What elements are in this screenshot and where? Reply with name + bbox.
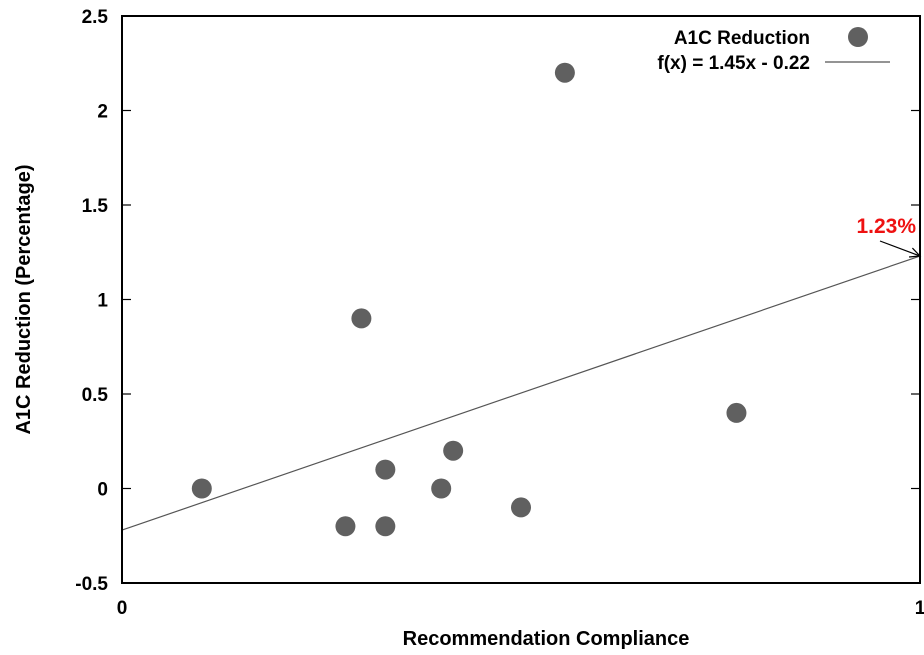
legend-fit-label: f(x) = 1.45x - 0.22 [657,53,810,74]
y-tick-label: 1.5 [82,196,109,217]
data-point [511,497,531,518]
y-tick-label: 2.5 [82,7,109,28]
annotation: 1.23% [856,215,922,258]
annotation-label: 1.23% [856,215,916,238]
points-layer [191,62,747,537]
x-tick-label: 1 [915,598,924,619]
legend-series-marker [848,27,868,47]
data-point [375,459,396,480]
legend-series-label: A1C Reduction [674,28,810,49]
y-tick-label: 0 [97,480,108,501]
legend: A1C Reduction f(x) = 1.45x - 0.22 [657,27,890,74]
plot-frame [121,15,921,584]
y-axis-label: A1C Reduction (Percentage) [13,164,35,434]
data-point [431,478,452,499]
annotation-arrow [879,240,922,258]
data-point [443,440,464,461]
data-point [375,516,396,537]
y-tick-label: -0.5 [75,574,108,595]
data-point [191,478,212,499]
x-axis-label: Recommendation Compliance [403,628,690,650]
y-tick-label: 2 [97,102,108,123]
y-tick-label: 0.5 [82,385,109,406]
fit-layer [121,255,921,531]
ticks-layer: -0.5 0 0.5 1 1.5 2 2.5 0 1 [75,7,924,619]
y-tick-label: 1 [97,291,108,312]
fit-line [121,255,921,531]
x-tick-label: 0 [117,598,128,619]
data-point [335,516,356,537]
data-point [726,402,747,423]
data-point [351,308,372,329]
data-point [554,62,575,83]
